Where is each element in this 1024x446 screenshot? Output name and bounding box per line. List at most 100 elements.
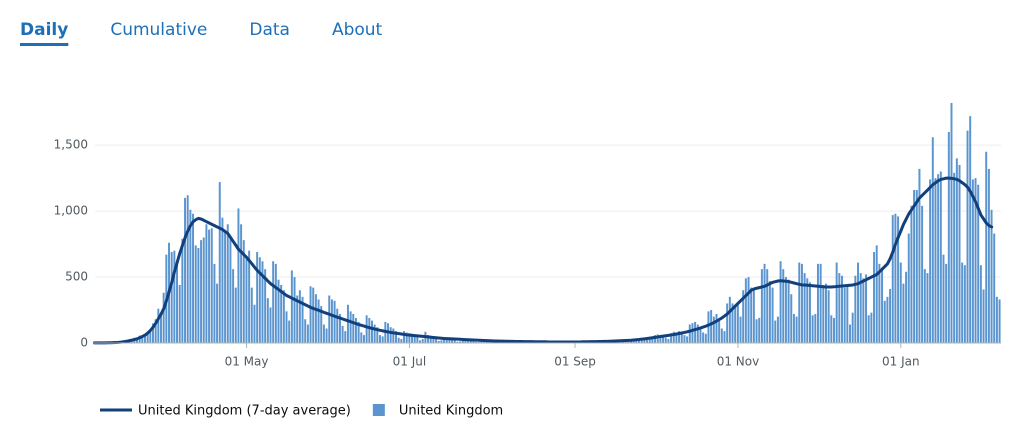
bar — [742, 290, 745, 343]
bar — [851, 312, 854, 343]
bar — [723, 331, 726, 343]
bar — [750, 287, 753, 343]
bar — [947, 131, 950, 343]
bar — [811, 315, 814, 343]
bar — [672, 331, 675, 343]
tab[interactable]: Daily — [20, 20, 68, 40]
bar — [838, 273, 841, 343]
bar — [152, 323, 154, 343]
bar — [381, 336, 384, 343]
bar — [929, 179, 932, 343]
x-tick-label: 01 Sep — [554, 355, 596, 369]
bar — [752, 288, 755, 343]
bar — [464, 339, 467, 343]
bar — [320, 306, 323, 343]
bar — [135, 338, 138, 343]
bar — [141, 336, 144, 343]
bar — [889, 288, 892, 343]
bar — [157, 308, 160, 343]
bar — [189, 209, 192, 343]
bar — [662, 335, 665, 343]
bar — [894, 213, 897, 343]
bar — [918, 168, 921, 343]
bar — [421, 339, 424, 343]
bar — [184, 197, 187, 343]
bar — [870, 312, 873, 343]
bar — [926, 273, 929, 343]
bar — [966, 130, 969, 343]
bar — [718, 320, 721, 343]
bar — [854, 275, 857, 343]
bar — [702, 332, 705, 343]
bar — [143, 335, 146, 343]
bar — [865, 274, 868, 343]
bar — [710, 310, 713, 343]
bar — [974, 178, 977, 343]
bar — [336, 308, 339, 343]
bar — [931, 137, 934, 343]
bar — [322, 324, 325, 343]
bar — [205, 224, 208, 343]
bar — [456, 341, 459, 343]
bar — [784, 277, 787, 343]
bar — [937, 174, 940, 343]
bar — [186, 195, 189, 343]
tab[interactable]: About — [332, 20, 383, 40]
bar — [982, 289, 985, 343]
bar — [178, 284, 181, 343]
bar — [913, 190, 916, 343]
bar — [833, 317, 835, 343]
bar — [170, 251, 173, 343]
bar — [349, 311, 352, 343]
bar — [160, 315, 162, 343]
bar — [312, 287, 315, 343]
bar — [798, 262, 801, 343]
bar — [333, 300, 336, 343]
bar — [453, 339, 456, 343]
bar — [210, 228, 213, 343]
bar — [776, 316, 779, 343]
bar — [197, 248, 200, 343]
bar — [731, 303, 734, 343]
bar — [843, 287, 846, 343]
bar — [678, 331, 681, 343]
bar — [958, 164, 961, 343]
bar — [782, 269, 785, 343]
bar — [667, 339, 670, 343]
legend-label: United Kingdom — [399, 404, 503, 419]
bar — [272, 261, 275, 343]
y-tick-label: 1,000 — [54, 204, 88, 218]
bar — [429, 335, 432, 343]
bar — [921, 205, 924, 343]
bar — [859, 273, 862, 343]
bar — [846, 284, 849, 343]
bar — [883, 300, 886, 343]
tab[interactable]: Data — [249, 20, 290, 40]
bar — [907, 233, 910, 343]
bar — [461, 339, 464, 343]
bar — [435, 337, 438, 343]
bar — [258, 257, 261, 343]
bar — [370, 320, 373, 343]
bar — [242, 240, 245, 343]
bar — [963, 265, 966, 343]
y-tick-label: 500 — [65, 270, 88, 284]
bar — [803, 273, 806, 343]
bar — [979, 265, 982, 343]
bar — [221, 217, 224, 343]
bar — [795, 316, 798, 343]
bar — [277, 279, 280, 343]
bar — [683, 335, 686, 343]
x-tick-label: 01 May — [225, 355, 269, 369]
bar — [822, 284, 825, 343]
bar — [969, 116, 972, 344]
bar — [328, 295, 331, 343]
bar — [659, 335, 662, 343]
y-tick-label: 0 — [80, 336, 88, 350]
tab[interactable]: Cumulative — [110, 20, 207, 40]
bar — [397, 337, 400, 343]
bar — [651, 336, 654, 343]
bar — [819, 263, 822, 343]
bar — [392, 328, 395, 343]
